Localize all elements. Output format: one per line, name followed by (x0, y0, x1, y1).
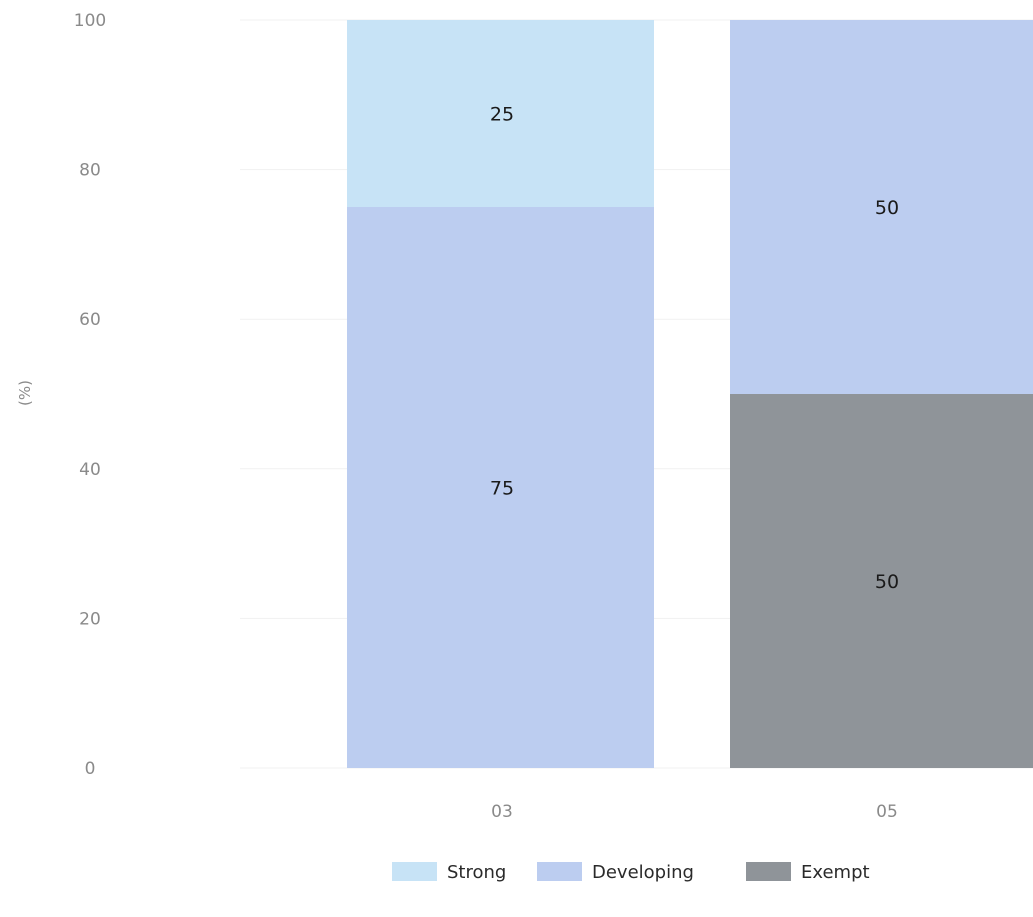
legend-label-strong: Strong (447, 862, 506, 883)
x-axis-ticks: 03 05 (491, 802, 898, 822)
y-tick-label: 40 (79, 460, 101, 480)
x-tick-label: 05 (876, 802, 898, 822)
data-label-strong-03: 25 (490, 104, 514, 126)
bars (347, 20, 1033, 768)
x-tick-label: 03 (491, 802, 513, 822)
legend-swatch-strong (392, 862, 437, 881)
y-axis-ticks: 0 20 40 60 80 100 (74, 11, 106, 779)
y-tick-label: 80 (79, 161, 101, 181)
bar-segment-strong-03 (347, 20, 654, 207)
bar-segment-developing-03 (347, 207, 654, 768)
y-tick-label: 60 (79, 310, 101, 330)
data-label-developing-05: 50 (875, 197, 899, 219)
y-axis-title: (%) (16, 380, 34, 406)
legend-label-exempt: Exempt (801, 862, 870, 883)
y-tick-label: 100 (74, 11, 106, 31)
legend-swatch-developing (537, 862, 582, 881)
y-tick-label: 0 (85, 759, 96, 779)
legend: Strong Developing Exempt (392, 862, 870, 883)
data-label-developing-03: 75 (490, 478, 514, 500)
legend-label-developing: Developing (592, 862, 694, 883)
legend-swatch-exempt (746, 862, 791, 881)
data-label-exempt-05: 50 (875, 571, 899, 593)
data-labels: 75 25 50 50 (490, 104, 899, 594)
bar-segment-developing-05 (730, 20, 1033, 394)
y-tick-label: 20 (79, 609, 101, 629)
bar-segment-exempt-05 (730, 394, 1033, 768)
